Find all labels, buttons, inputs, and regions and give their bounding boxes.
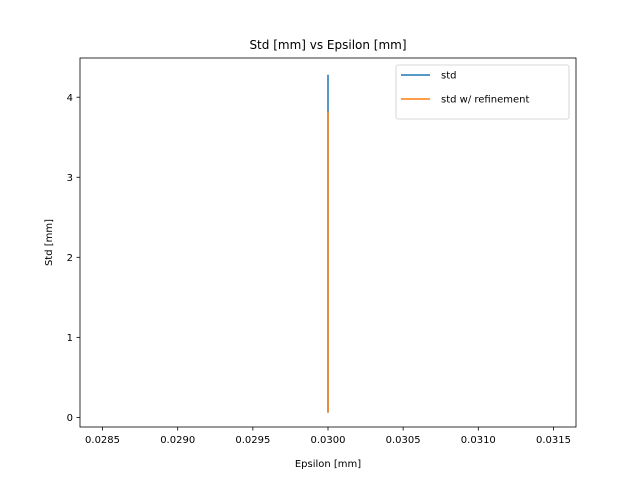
x-tick-label: 0.0305 [386,435,421,446]
x-axis-ticks: 0.0285 0.0290 0.0295 0.0300 0.0305 0.0310 0.03… [85,427,571,446]
x-tick-label: 0.0310 [461,435,496,446]
x-tick-label: 0.0300 [311,435,346,446]
y-axis-ticks: 0 1 2 3 4 [67,93,80,424]
x-tick-label: 0.0285 [85,435,120,446]
y-tick-label: 3 [67,173,73,184]
x-tick-label: 0.0290 [160,435,195,446]
x-axis-label: Epsilon [mm] [295,459,361,470]
x-tick-label: 0.0315 [536,435,571,446]
legend: std std w/ refinement [395,64,570,120]
legend-entry-label: std w/ refinement [441,95,529,106]
legend-entry-label: std [441,71,456,82]
y-tick-label: 0 [67,413,73,424]
y-axis-label: Std [mm] [44,219,55,266]
x-tick-label: 0.0295 [235,435,270,446]
y-tick-label: 4 [67,93,73,104]
legend-box [395,64,570,120]
y-tick-label: 2 [67,253,73,264]
y-tick-label: 1 [67,333,73,344]
chart-title: Std [mm] vs Epsilon [mm] [249,38,406,52]
